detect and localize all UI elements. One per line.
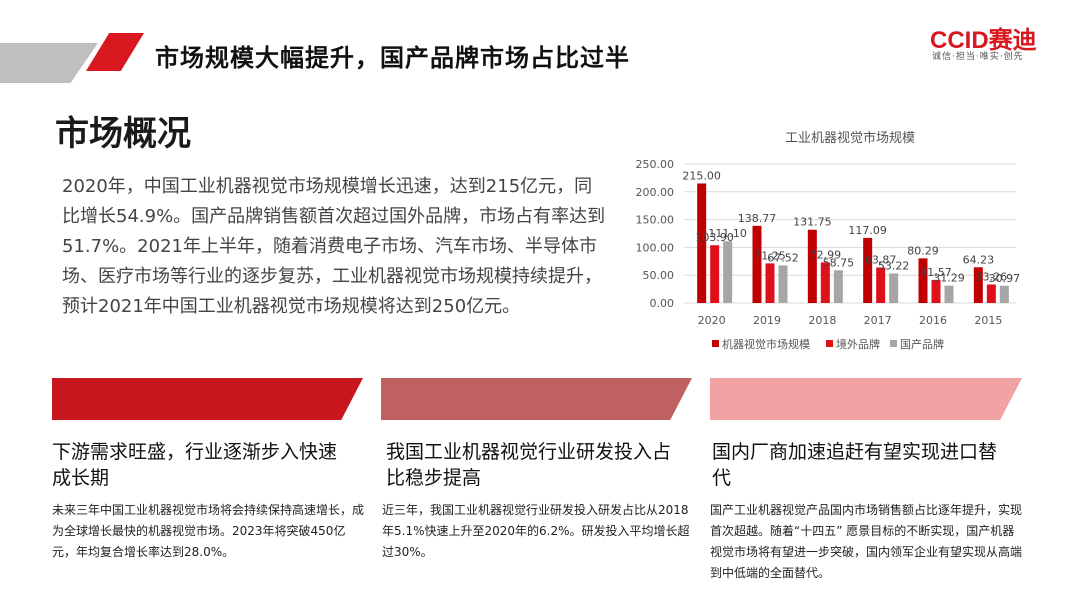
y-tick-label: 250.00: [636, 158, 675, 171]
legend-swatch-0: [712, 340, 719, 347]
legend-swatch-1: [826, 340, 833, 347]
x-tick-label: 2020: [698, 314, 726, 327]
data-label: 63.87: [865, 253, 897, 266]
data-label: 30.97: [989, 272, 1021, 285]
bar-2018-s1: [820, 262, 830, 303]
bar-2016-s1: [931, 279, 941, 303]
data-label: 64.23: [963, 253, 995, 266]
bar-2019-s1: [765, 263, 775, 303]
card-2-banner: [381, 378, 692, 420]
bar-2016-s0: [918, 258, 928, 303]
bar-2015-s0: [973, 267, 983, 303]
y-tick-label: 50.00: [643, 269, 675, 282]
legend-label-0: 机器视觉市场规模: [722, 337, 810, 351]
data-label: 117.09: [848, 224, 887, 237]
data-label: 41.57: [920, 266, 952, 279]
x-tick-label: 2018: [808, 314, 836, 327]
data-label: 53.22: [878, 259, 910, 272]
data-label: 80.29: [907, 244, 939, 257]
bar-2018-s2: [833, 270, 843, 303]
card-3-title: 国内厂商加速追赶有望实现进口替代: [712, 441, 998, 489]
logo-slogan: 诚信·担当·唯实·创先: [932, 52, 1024, 62]
data-label: 138.77: [738, 212, 777, 225]
data-label: 131.75: [793, 216, 832, 229]
data-label: 72.99: [810, 248, 842, 261]
header-gray-stripe: [0, 43, 98, 83]
ccid-logo: CCID赛迪: [930, 27, 1037, 54]
y-tick-label: 100.00: [636, 241, 675, 254]
header-red-stripe: [86, 33, 144, 71]
data-label: 111.10: [708, 227, 747, 240]
data-label: 215.00: [682, 169, 721, 182]
bar-2020-s2: [723, 241, 733, 303]
card-1-banner: [52, 378, 363, 420]
legend-label-1: 境外品牌: [836, 337, 880, 351]
card-3-banner: [710, 378, 1022, 420]
x-tick-label: 2016: [919, 314, 947, 327]
bar-2019-s2: [778, 265, 788, 303]
data-label: 71.25: [754, 249, 786, 262]
bar-2017-s2: [889, 273, 899, 303]
bar-2020-s0: [697, 183, 707, 303]
legend-label-2: 国产品牌: [900, 337, 944, 351]
bar-2020-s1: [710, 245, 720, 303]
bar-2018-s0: [807, 229, 817, 303]
data-label: 33.26: [976, 271, 1008, 284]
section-title: 市场概况: [55, 114, 191, 154]
data-label: 58.75: [823, 256, 855, 269]
x-tick-label: 2019: [753, 314, 781, 327]
x-tick-label: 2017: [864, 314, 892, 327]
bar-2015-s1: [986, 284, 996, 303]
card-3-text: 国产工业机器视觉产品国内市场销售额占比逐年提升，实现首次超越。随着“十四五” 愿…: [710, 503, 1023, 580]
card-2-text: 近三年，我国工业机器视觉行业研发投入研发占比从2018年5.1%快速上升至202…: [382, 503, 690, 559]
data-label: 67.52: [767, 251, 799, 264]
chart-title: 工业机器视觉市场规模: [785, 130, 915, 146]
card-1-text: 未来三年中国工业机器视觉市场将会持续保持高速增长，成为全球增长最快的机器视觉市场…: [52, 503, 365, 559]
card-1-title: 下游需求旺盛，行业逐渐步入快速成长期: [52, 441, 338, 489]
page-title: 市场规模大幅提升，国产品牌市场占比过半: [155, 44, 630, 72]
market-size-chart: 工业机器视觉市场规模 250.00 200.00 150.00 100.00 50.00 0…: [636, 130, 1021, 351]
data-label: 31.29: [933, 272, 965, 285]
data-label: 103.90: [695, 231, 734, 244]
y-tick-label: 200.00: [636, 186, 675, 199]
x-tick-label: 2015: [974, 314, 1002, 327]
y-tick-label: 150.00: [636, 214, 675, 227]
card-2-title: 我国工业机器视觉行业研发投入占比稳步提高: [386, 441, 672, 489]
bar-2015-s2: [999, 285, 1009, 303]
bar-2017-s0: [863, 237, 873, 303]
y-tick-label: 0.00: [650, 297, 675, 310]
bar-2019-s0: [752, 225, 762, 303]
bar-2016-s2: [944, 285, 954, 303]
legend-swatch-2: [890, 340, 897, 347]
overview-paragraph: 2020年，中国工业机器视觉市场规模增长迅速，达到215亿元，同比增长54.9%…: [62, 176, 606, 317]
bar-2017-s1: [876, 267, 886, 303]
